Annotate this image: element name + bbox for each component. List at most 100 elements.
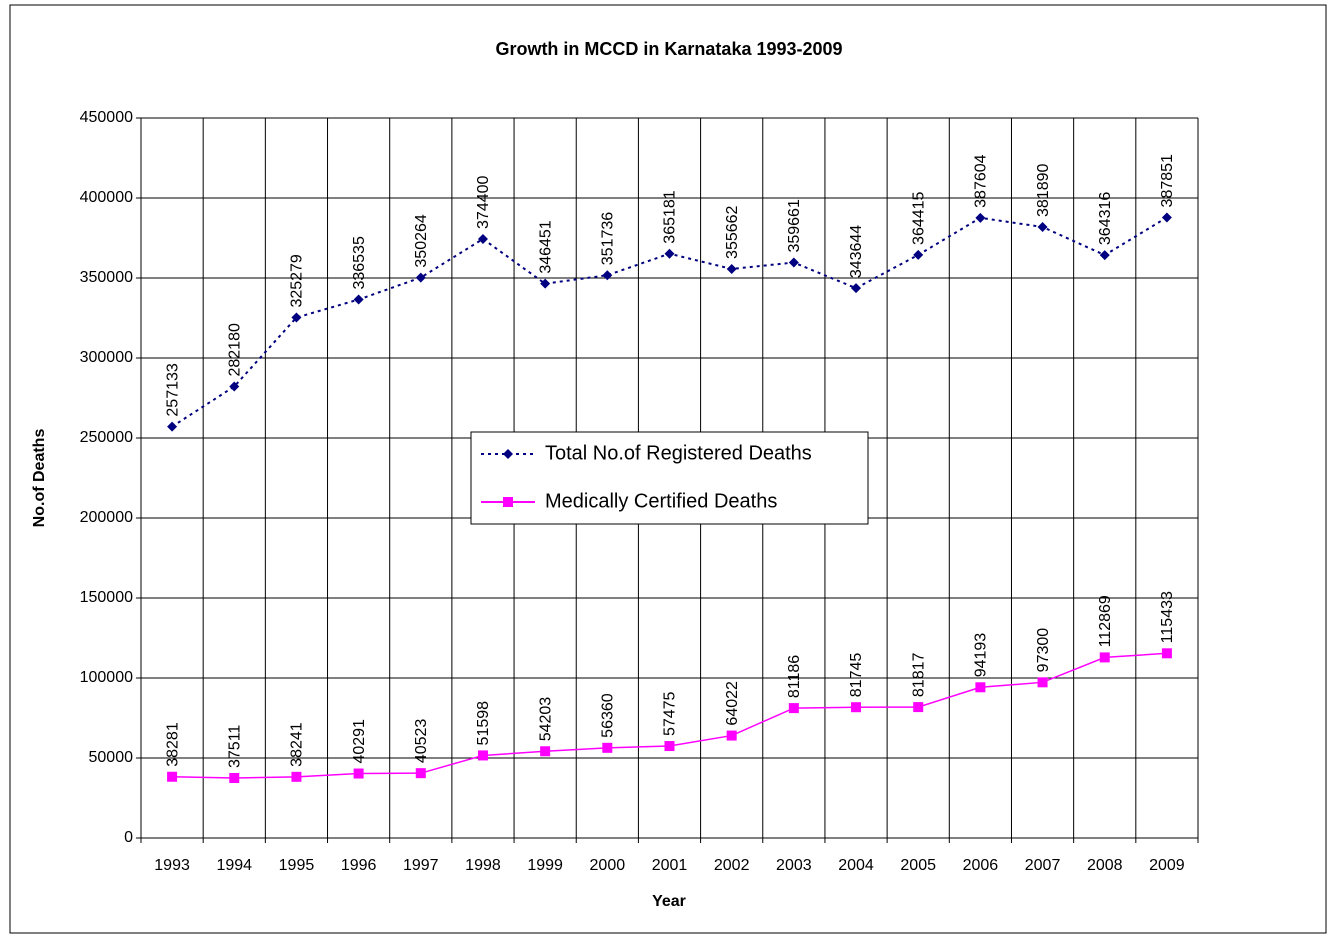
data-label: 387604 bbox=[973, 154, 990, 207]
marker bbox=[913, 249, 924, 260]
data-label: 364316 bbox=[1097, 192, 1114, 245]
data-label: 381890 bbox=[1035, 163, 1052, 216]
marker bbox=[664, 248, 675, 259]
data-label: 346451 bbox=[537, 220, 554, 273]
data-label: 40523 bbox=[413, 719, 430, 764]
x-tick-label: 2008 bbox=[1087, 857, 1123, 874]
y-tick-label: 250000 bbox=[80, 429, 133, 446]
x-tick-label: 1999 bbox=[527, 857, 563, 874]
marker bbox=[1161, 648, 1172, 659]
marker bbox=[415, 272, 426, 283]
data-label: 37511 bbox=[226, 725, 243, 768]
marker bbox=[602, 742, 613, 753]
x-tick-label: 2001 bbox=[652, 857, 688, 874]
marker bbox=[477, 750, 488, 761]
y-tick-label: 0 bbox=[124, 829, 133, 846]
data-label: 56360 bbox=[600, 693, 617, 738]
marker bbox=[975, 682, 986, 693]
marker bbox=[415, 768, 426, 779]
data-label: 94193 bbox=[973, 633, 990, 678]
chart-title: Growth in MCCD in Karnataka 1993-2009 bbox=[495, 39, 842, 59]
legend-label: Total No.of Registered Deaths bbox=[545, 442, 812, 464]
data-label: 51598 bbox=[475, 701, 492, 746]
marker bbox=[851, 702, 862, 713]
x-tick-label: 1995 bbox=[279, 857, 315, 874]
data-label: 350264 bbox=[413, 214, 430, 267]
marker bbox=[975, 212, 986, 223]
y-tick-label: 200000 bbox=[80, 509, 133, 526]
data-label: 64022 bbox=[724, 681, 741, 726]
x-tick-label: 2006 bbox=[963, 857, 999, 874]
x-tick-label: 2004 bbox=[838, 857, 874, 874]
marker bbox=[726, 730, 737, 741]
y-tick-label: 150000 bbox=[80, 589, 133, 606]
x-tick-label: 2005 bbox=[900, 857, 936, 874]
x-tick-label: 2000 bbox=[590, 857, 626, 874]
marker bbox=[167, 421, 178, 432]
marker bbox=[540, 278, 551, 289]
data-label: 374400 bbox=[475, 175, 492, 228]
data-label: 351736 bbox=[600, 212, 617, 265]
y-tick-label: 100000 bbox=[80, 669, 133, 686]
x-tick-label: 1996 bbox=[341, 857, 377, 874]
data-label: 387851 bbox=[1159, 154, 1176, 207]
y-axis-label: No.of Deaths bbox=[31, 429, 48, 528]
marker bbox=[851, 283, 862, 294]
marker bbox=[1037, 221, 1048, 232]
marker bbox=[913, 702, 924, 713]
data-label: 336535 bbox=[351, 236, 368, 289]
y-tick-label: 450000 bbox=[80, 109, 133, 126]
marker bbox=[291, 771, 302, 782]
data-label: 97300 bbox=[1035, 628, 1052, 673]
y-tick-label: 400000 bbox=[80, 189, 133, 206]
marker bbox=[788, 703, 799, 714]
data-label: 282180 bbox=[226, 323, 243, 376]
x-tick-label: 2009 bbox=[1149, 857, 1185, 874]
marker bbox=[503, 497, 513, 507]
y-tick-label: 300000 bbox=[80, 349, 133, 366]
marker bbox=[1161, 212, 1172, 223]
x-tick-label: 2007 bbox=[1025, 857, 1061, 874]
data-label: 112869 bbox=[1097, 595, 1114, 647]
marker bbox=[664, 741, 675, 752]
data-label: 325279 bbox=[289, 254, 306, 307]
marker bbox=[167, 771, 178, 782]
marker bbox=[229, 772, 240, 783]
marker bbox=[1037, 677, 1048, 688]
marker bbox=[540, 746, 551, 757]
data-label: 54203 bbox=[537, 697, 554, 742]
marker bbox=[726, 263, 737, 274]
marker bbox=[353, 768, 364, 779]
data-label: 81186 bbox=[786, 655, 803, 698]
data-label: 343644 bbox=[848, 225, 865, 278]
marker bbox=[353, 294, 364, 305]
marker bbox=[1099, 250, 1110, 261]
marker bbox=[229, 381, 240, 392]
x-tick-label: 1994 bbox=[216, 857, 252, 874]
x-axis-label: Year bbox=[652, 893, 686, 910]
marker bbox=[477, 233, 488, 244]
y-tick-label: 350000 bbox=[80, 269, 133, 286]
data-label: 40291 bbox=[351, 719, 368, 764]
marker bbox=[1099, 652, 1110, 663]
x-tick-label: 1997 bbox=[403, 857, 439, 874]
y-tick-label: 50000 bbox=[89, 749, 134, 766]
marker bbox=[291, 312, 302, 323]
x-tick-label: 2002 bbox=[714, 857, 750, 874]
data-label: 57475 bbox=[662, 691, 679, 736]
data-label: 38241 bbox=[289, 722, 306, 767]
x-tick-label: 2003 bbox=[776, 857, 812, 874]
legend-label: Medically Certified Deaths bbox=[545, 490, 777, 512]
data-label: 81817 bbox=[910, 652, 927, 697]
marker bbox=[788, 257, 799, 268]
marker bbox=[503, 449, 513, 459]
data-label: 355662 bbox=[724, 205, 741, 258]
data-label: 359661 bbox=[786, 199, 803, 252]
data-label: 115433 bbox=[1159, 591, 1176, 643]
data-label: 364415 bbox=[910, 191, 927, 244]
legend-box bbox=[470, 431, 869, 525]
x-tick-label: 1998 bbox=[465, 857, 501, 874]
data-label: 257133 bbox=[164, 363, 181, 416]
data-label: 365181 bbox=[662, 190, 679, 243]
